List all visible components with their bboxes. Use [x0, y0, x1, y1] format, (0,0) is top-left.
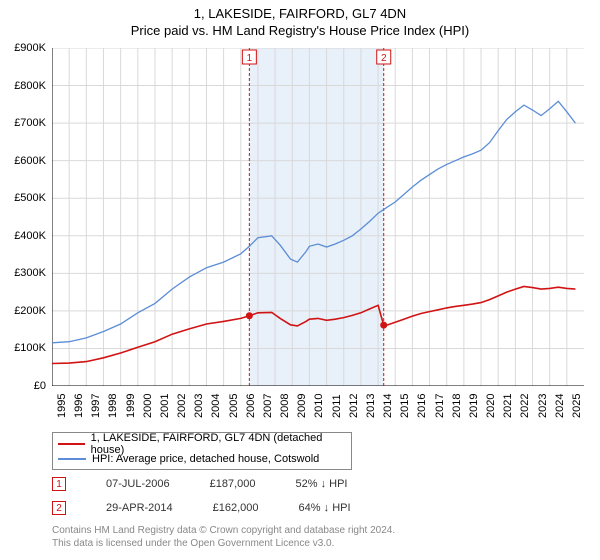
x-tick-label: 2024: [554, 394, 566, 418]
sale-date-1: 07-JUL-2006: [106, 478, 170, 490]
y-tick-label: £0: [0, 380, 46, 392]
y-tick-label: £900K: [0, 42, 46, 54]
x-tick-label: 2002: [176, 394, 188, 418]
x-tick-label: 2016: [416, 394, 428, 418]
x-tick-label: 2020: [485, 394, 497, 418]
x-tick-label: 2011: [331, 394, 343, 418]
y-tick-label: £500K: [0, 192, 46, 204]
x-tick-label: 2014: [382, 394, 394, 418]
y-tick-label: £700K: [0, 117, 46, 129]
x-tick-label: 2013: [365, 394, 377, 418]
y-tick-label: £100K: [0, 342, 46, 354]
x-tick-label: 1996: [73, 394, 85, 418]
legend-row: 1, LAKESIDE, FAIRFORD, GL7 4DN (detached…: [58, 436, 346, 451]
x-tick-label: 2005: [228, 394, 240, 418]
footer-line-2: This data is licensed under the Open Gov…: [52, 537, 395, 550]
title-address: 1, LAKESIDE, FAIRFORD, GL7 4DN: [0, 0, 600, 21]
y-tick-label: £300K: [0, 267, 46, 279]
title-subtitle: Price paid vs. HM Land Registry's House …: [0, 21, 600, 38]
y-tick-label: £600K: [0, 155, 46, 167]
sale-pct-1: 52% ↓ HPI: [295, 478, 347, 490]
svg-text:2: 2: [381, 53, 387, 64]
legend-row: HPI: Average price, detached house, Cots…: [58, 451, 346, 466]
sales-table: 1 07-JUL-2006 £187,000 52% ↓ HPI 2 29-AP…: [52, 474, 391, 522]
x-tick-label: 1997: [90, 394, 102, 418]
x-tick-label: 2012: [348, 394, 360, 418]
x-tick-label: 2009: [296, 394, 308, 418]
x-tick-label: 2025: [571, 394, 583, 418]
x-tick-label: 1995: [56, 394, 68, 418]
legend: 1, LAKESIDE, FAIRFORD, GL7 4DN (detached…: [52, 432, 352, 470]
sale-price-2: £162,000: [213, 502, 259, 514]
legend-swatch-2: [58, 458, 86, 460]
footer-attribution: Contains HM Land Registry data © Crown c…: [52, 524, 395, 550]
x-tick-label: 2021: [502, 394, 514, 418]
x-tick-label: 2004: [210, 394, 222, 418]
x-tick-label: 2023: [537, 394, 549, 418]
x-tick-label: 2006: [245, 394, 257, 418]
chart-svg: 12: [52, 48, 584, 386]
x-tick-label: 2017: [434, 394, 446, 418]
sale-date-2: 29-APR-2014: [106, 502, 173, 514]
sale-price-1: £187,000: [210, 478, 256, 490]
x-tick-label: 2019: [468, 394, 480, 418]
legend-label-2: HPI: Average price, detached house, Cots…: [92, 453, 319, 465]
y-tick-label: £200K: [0, 305, 46, 317]
x-tick-label: 2008: [279, 394, 291, 418]
sale-pct-2: 64% ↓ HPI: [299, 502, 351, 514]
footer-line-1: Contains HM Land Registry data © Crown c…: [52, 524, 395, 537]
x-tick-label: 2022: [519, 394, 531, 418]
chart-container: 1, LAKESIDE, FAIRFORD, GL7 4DN Price pai…: [0, 0, 600, 560]
x-tick-label: 2000: [142, 394, 154, 418]
sales-row-2: 2 29-APR-2014 £162,000 64% ↓ HPI: [52, 498, 391, 518]
x-tick-label: 2001: [159, 394, 171, 418]
svg-text:1: 1: [247, 53, 253, 64]
x-tick-label: 2015: [399, 394, 411, 418]
x-tick-label: 1999: [125, 394, 137, 418]
y-tick-label: £800K: [0, 80, 46, 92]
x-tick-label: 2010: [313, 394, 325, 418]
x-tick-label: 2018: [451, 394, 463, 418]
chart-area: 12: [52, 48, 584, 386]
sales-row-1: 1 07-JUL-2006 £187,000 52% ↓ HPI: [52, 474, 391, 494]
sale-marker-2: 2: [52, 501, 66, 515]
x-tick-label: 1998: [107, 394, 119, 418]
legend-swatch-1: [58, 443, 85, 445]
y-tick-label: £400K: [0, 230, 46, 242]
x-tick-label: 2003: [193, 394, 205, 418]
sale-marker-1: 1: [52, 477, 66, 491]
x-tick-label: 2007: [262, 394, 274, 418]
